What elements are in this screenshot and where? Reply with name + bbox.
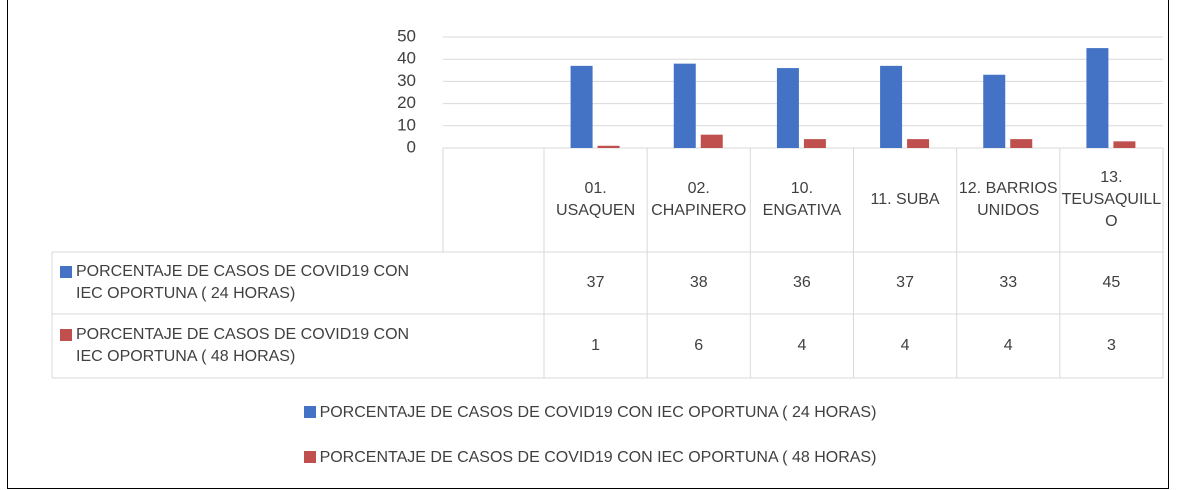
bar	[1010, 139, 1033, 148]
table-series-label: PORCENTAJE DE CASOS DE COVID19 CON IEC O…	[52, 314, 443, 378]
table-value: 36	[793, 274, 811, 291]
x-tick-label: 10. ENGATIVA	[762, 180, 842, 219]
y-tick-label: 30	[397, 71, 416, 90]
bar	[776, 68, 799, 148]
legend-swatch	[303, 451, 316, 463]
legend-label: PORCENTAJE DE CASOS DE COVID19 CON IEC O…	[319, 449, 877, 466]
bar	[1086, 48, 1109, 148]
table-value: 38	[689, 274, 708, 291]
bar	[700, 134, 723, 148]
legend-swatch	[60, 266, 72, 278]
bar	[673, 63, 696, 148]
x-tick-label: 01. USAQUEN	[556, 180, 636, 219]
table-value: 3	[1106, 337, 1116, 354]
bar	[570, 65, 593, 148]
y-tick-label: 10	[397, 115, 416, 134]
bar	[803, 139, 826, 148]
x-tick-label: 11. SUBA	[870, 191, 940, 208]
x-tick-label: 12. BARRIOS UNIDOS	[958, 180, 1058, 219]
bar	[1113, 141, 1136, 148]
legend-label: PORCENTAJE DE CASOS DE COVID19 CON IEC O…	[319, 404, 877, 421]
bar	[597, 145, 620, 148]
chart-frame	[7, 0, 1169, 489]
bar	[880, 65, 903, 148]
legend-entry: PORCENTAJE DE CASOS DE COVID19 CON IEC O…	[0, 404, 1180, 422]
x-tick-label: 13. TEUSAQUILLO	[1061, 169, 1162, 230]
table-value: 4	[797, 337, 807, 354]
legend-swatch	[303, 406, 316, 418]
series-name: PORCENTAJE DE CASOS DE COVID19 CON IEC O…	[76, 263, 410, 302]
table-value: 4	[1003, 337, 1013, 354]
table-value: 37	[586, 274, 605, 291]
table-value: 37	[896, 274, 914, 291]
y-tick-label: 50	[397, 26, 416, 45]
bar	[983, 74, 1006, 148]
bar	[907, 139, 930, 148]
legend-swatch	[60, 329, 72, 341]
y-tick-label: 0	[407, 137, 416, 156]
table-value: 33	[999, 274, 1018, 291]
table-value: 4	[900, 337, 910, 354]
table-value: 6	[694, 337, 704, 354]
table-value: 1	[591, 337, 601, 354]
y-tick-label: 20	[397, 93, 416, 112]
table-series-label: PORCENTAJE DE CASOS DE COVID19 CON IEC O…	[52, 252, 443, 314]
x-tick-label: 02. CHAPINERO	[651, 180, 747, 219]
table-value: 45	[1102, 274, 1121, 291]
legend-entry: PORCENTAJE DE CASOS DE COVID19 CON IEC O…	[0, 449, 1180, 467]
series-name: PORCENTAJE DE CASOS DE COVID19 CON IEC O…	[76, 326, 410, 365]
y-tick-label: 40	[397, 49, 416, 68]
